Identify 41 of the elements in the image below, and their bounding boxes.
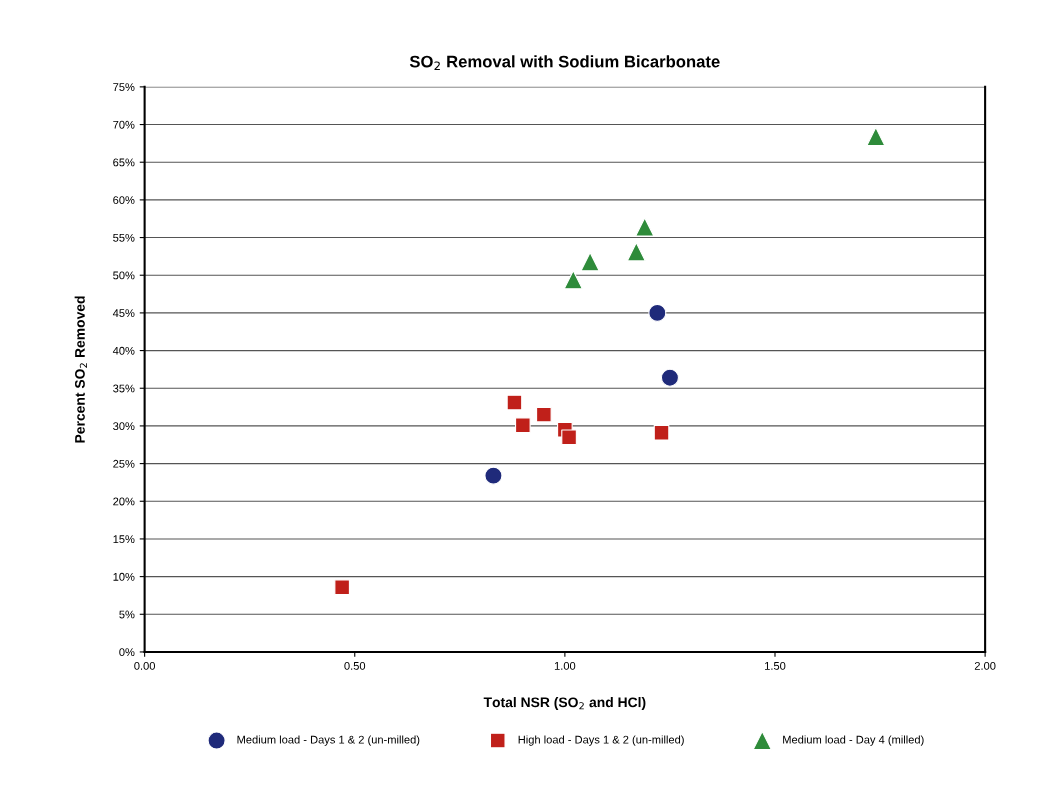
point [580,252,600,272]
y-tick-label: 65% [113,158,135,167]
y-tick-label: 0% [119,648,135,657]
x-tick-label: 1.00 [554,661,576,670]
y-tick-label: 50% [113,271,135,280]
point [561,429,577,446]
y-tick-label: 25% [113,459,135,468]
legend-label: High load - Days 1 & 2 (un-milled) [518,735,684,746]
x-tick-label: 1.50 [765,661,786,670]
point [506,394,523,411]
legend-label: Medium load - Days 1 & 2 (un-milled) [237,735,420,746]
point [515,417,531,434]
y-tick-label: 35% [113,384,135,393]
y-tick-label: 20% [113,497,135,506]
point [484,466,503,485]
y-axis-title: Percent SO$_{2}$ Removed [74,296,87,443]
point [635,217,655,237]
y-tick-label: 55% [113,233,135,242]
point [660,368,679,387]
point [866,126,886,147]
y-tick-label: 45% [112,309,135,318]
y-tick-label: 40% [112,346,135,355]
point [626,242,646,262]
y-tick-label: 70% [113,120,135,129]
point [648,303,667,322]
point [653,424,670,441]
y-tick-label: 10% [113,572,135,581]
legend-label: Medium load - Day 4 (milled) [783,735,924,746]
point [334,579,350,595]
x-tick-label: 2.00 [974,661,996,670]
y-tick-label: 15% [113,535,135,544]
x-tick-label: 0.00 [134,661,155,670]
point [536,406,552,423]
point [563,270,583,290]
chart-title: SO$_{2}$ Removal with Sodium Bicarbonate [409,55,720,71]
x-axis-title: Total NSR (SO$_{2}$ and HCl) [483,697,646,710]
y-tick-label: 5% [119,610,135,619]
y-tick-label: 30% [113,422,135,431]
y-tick-label: 60% [113,196,135,205]
y-tick-label: 75% [113,83,135,92]
x-tick-label: 0.50 [344,661,366,670]
